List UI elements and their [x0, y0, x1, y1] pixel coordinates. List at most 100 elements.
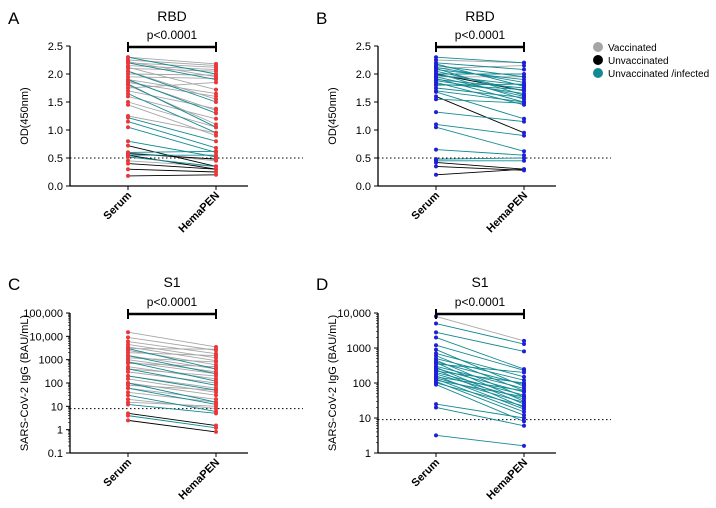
data-point-serum: [126, 66, 130, 71]
data-point-serum: [126, 82, 130, 87]
paired-line: [435, 375, 525, 410]
data-point-hemapen: [214, 125, 218, 130]
data-point-hemapen: [522, 423, 526, 428]
x-tick-label-hemapen: HemaPEN: [176, 457, 222, 503]
paired-line: [127, 412, 217, 427]
data-point-hemapen: [214, 383, 218, 388]
panel-letter: C: [8, 275, 20, 294]
paired-line: [127, 160, 217, 167]
y-tick-label: 10: [359, 413, 371, 425]
data-point-serum: [126, 390, 130, 395]
data-point-hemapen: [522, 149, 526, 154]
paired-line: [127, 154, 217, 170]
data-point-hemapen: [522, 156, 526, 160]
p-value-label: p<0.0001: [147, 28, 198, 42]
y-tick-label: 2.5: [356, 41, 371, 53]
data-point-serum: [434, 147, 438, 152]
data-point-serum: [434, 405, 438, 410]
paired-line: [127, 368, 217, 386]
paired-line: [127, 70, 217, 103]
paired-line: [435, 74, 525, 86]
paired-line: [127, 394, 217, 412]
data-point-serum: [434, 110, 438, 115]
y-tick-label: 1.0: [356, 125, 371, 137]
paired-line: [127, 382, 217, 396]
data-point-serum: [434, 335, 438, 340]
paired-line: [127, 73, 217, 76]
paired-line: [127, 361, 217, 382]
data-point-hemapen: [522, 394, 526, 399]
data-point-hemapen: [522, 370, 526, 375]
y-tick-label: 0.5: [356, 153, 371, 165]
data-point-hemapen: [214, 145, 218, 150]
data-point-serum: [434, 86, 438, 90]
paired-line: [127, 378, 217, 393]
data-point-hemapen: [214, 69, 218, 74]
panel-letter: B: [316, 9, 327, 28]
y-tick-label: 1000: [347, 343, 371, 355]
paired-line: [127, 150, 217, 153]
panel-letter: A: [8, 9, 20, 28]
data-point-hemapen: [522, 374, 526, 379]
paired-line: [435, 123, 525, 137]
paired-line: [435, 111, 525, 123]
data-point-hemapen: [522, 158, 526, 163]
data-point-serum: [126, 86, 130, 90]
data-point-hemapen: [522, 443, 526, 448]
data-point-hemapen: [522, 95, 526, 100]
paired-line: [435, 81, 525, 106]
paired-line: [127, 163, 217, 170]
data-point-serum: [126, 397, 130, 402]
data-point-hemapen: [522, 67, 526, 72]
paired-line: [127, 121, 217, 149]
data-point-hemapen: [214, 393, 218, 398]
data-point-hemapen: [522, 416, 526, 420]
data-point-hemapen: [522, 60, 526, 65]
data-point-serum: [126, 353, 130, 358]
data-point-hemapen: [522, 413, 526, 418]
data-point-hemapen: [522, 167, 526, 172]
data-point-serum: [126, 369, 130, 374]
legend: Vaccinated Unvaccinated Unvaccinated /in…: [593, 42, 709, 80]
data-point-hemapen: [522, 153, 526, 158]
paired-line: [127, 153, 217, 160]
legend-marker-unvaccinated-infected: [593, 68, 603, 78]
data-point-hemapen: [214, 91, 218, 96]
data-point-hemapen: [214, 149, 218, 154]
data-point-hemapen: [522, 82, 526, 87]
paired-line: [127, 56, 217, 65]
paired-line: [127, 387, 217, 400]
y-tick-label: 2.0: [48, 69, 63, 81]
y-tick-label: 2.5: [48, 41, 63, 53]
y-tick-label: 100,000: [23, 308, 63, 320]
data-point-hemapen: [522, 338, 526, 343]
data-point-serum: [126, 72, 130, 76]
paired-line: [127, 387, 217, 405]
data-point-serum: [126, 161, 130, 166]
data-point-serum: [434, 172, 438, 177]
y-axis-title: OD(450nm): [327, 87, 339, 144]
data-point-hemapen: [214, 94, 218, 99]
paired-line: [435, 65, 525, 78]
y-tick-label: 100: [353, 378, 371, 390]
x-tick-label-serum: Serum: [409, 189, 442, 222]
data-point-serum: [126, 100, 130, 104]
paired-line: [435, 67, 525, 96]
data-point-hemapen: [522, 419, 526, 424]
y-tick-label: 2.0: [356, 69, 371, 81]
p-value-label: p<0.0001: [455, 28, 506, 42]
data-point-serum: [434, 55, 438, 60]
x-tick-label-serum: Serum: [409, 456, 442, 489]
y-tick-label: 0.5: [48, 153, 63, 165]
data-point-hemapen: [214, 77, 218, 82]
data-point-serum: [126, 381, 130, 385]
paired-line: [127, 56, 217, 75]
paired-line: [435, 352, 525, 378]
paired-line: [435, 87, 525, 98]
paired-line: [435, 331, 525, 352]
data-point-hemapen: [214, 397, 218, 402]
chart-title: S1: [163, 274, 180, 290]
x-tick-label-hemapen: HemaPEN: [484, 457, 530, 503]
